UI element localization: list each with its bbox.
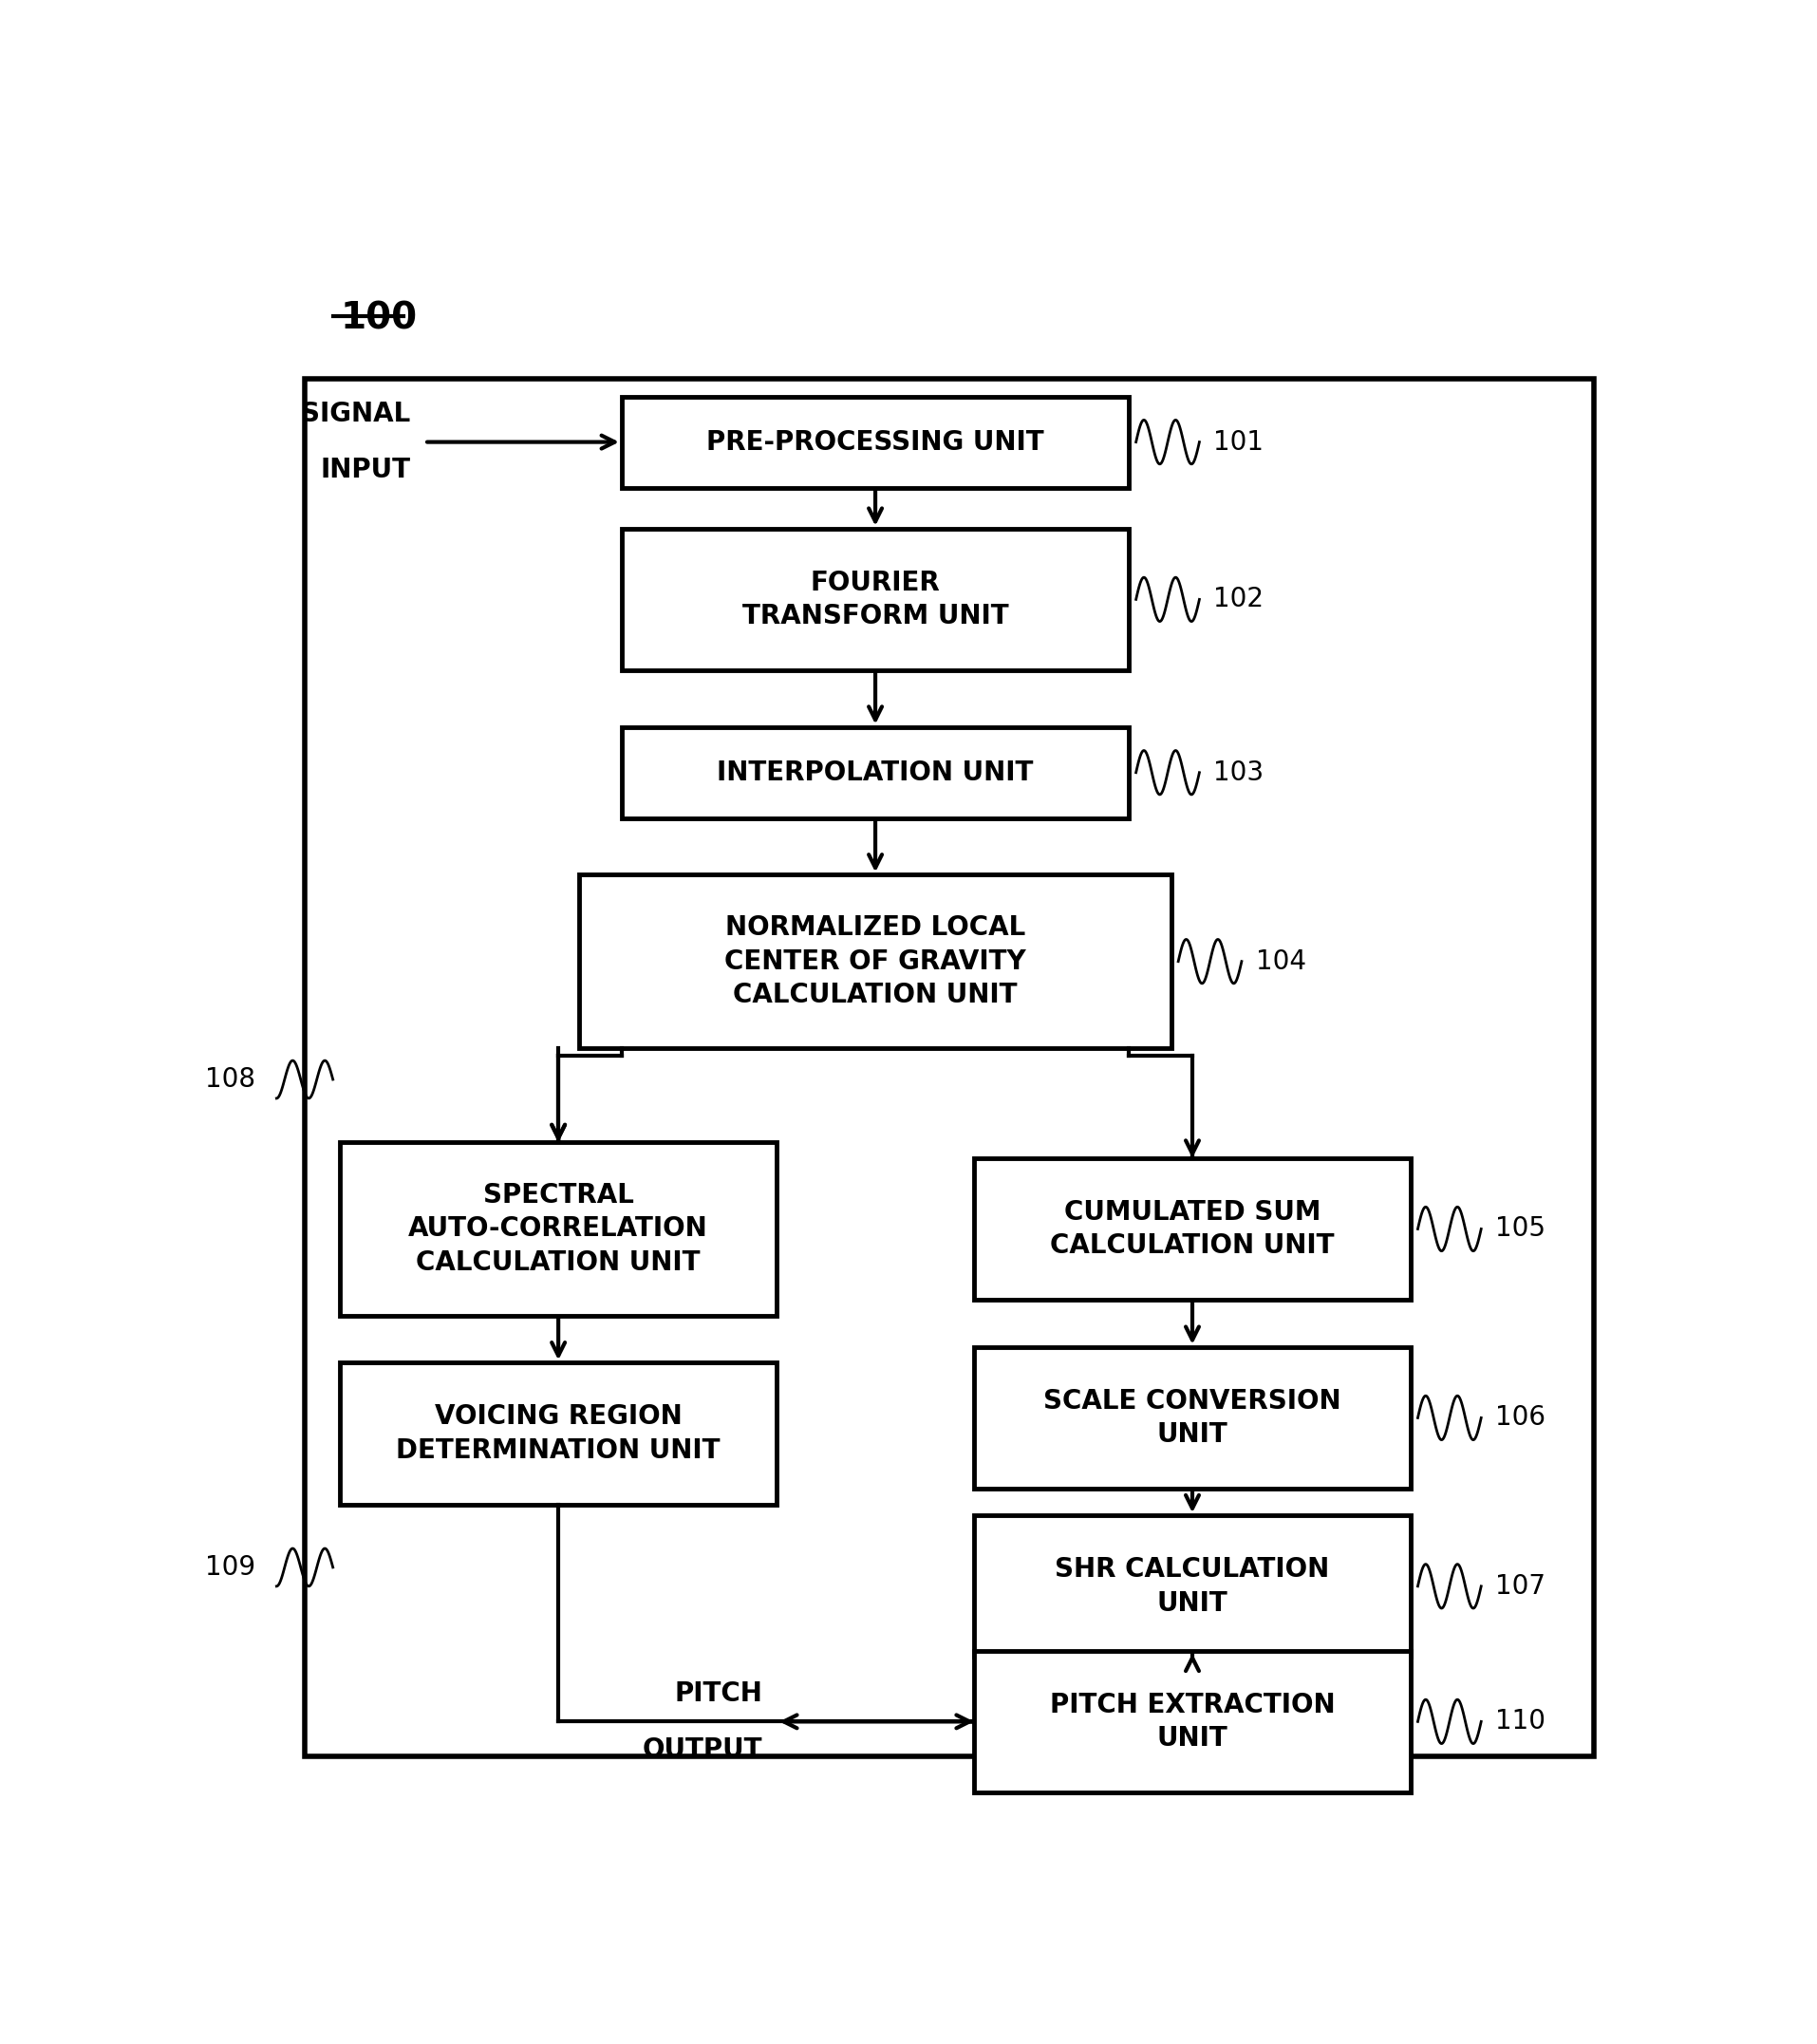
Bar xyxy=(974,1652,1410,1793)
Bar xyxy=(340,1363,776,1504)
Bar xyxy=(974,1515,1410,1658)
Text: INPUT: INPUT xyxy=(320,458,411,484)
Bar xyxy=(974,1347,1410,1488)
Text: CUMULATED SUM
CALCULATION UNIT: CUMULATED SUM CALCULATION UNIT xyxy=(1050,1198,1334,1259)
Text: 102: 102 xyxy=(1214,587,1263,613)
Text: 105: 105 xyxy=(1495,1216,1544,1243)
Text: NORMALIZED LOCAL
CENTER OF GRAVITY
CALCULATION UNIT: NORMALIZED LOCAL CENTER OF GRAVITY CALCU… xyxy=(725,914,1025,1008)
Text: FOURIER
TRANSFORM UNIT: FOURIER TRANSFORM UNIT xyxy=(741,568,1008,630)
Text: 101: 101 xyxy=(1214,429,1263,456)
Text: PRE-PROCESSING UNIT: PRE-PROCESSING UNIT xyxy=(707,429,1043,456)
Text: 103: 103 xyxy=(1214,758,1263,785)
Bar xyxy=(340,1143,776,1316)
Text: 100: 100 xyxy=(340,300,416,337)
Text: SPECTRAL
AUTO-CORRELATION
CALCULATION UNIT: SPECTRAL AUTO-CORRELATION CALCULATION UN… xyxy=(409,1181,709,1275)
Text: PITCH: PITCH xyxy=(674,1680,763,1707)
Bar xyxy=(580,875,1170,1049)
Text: 104: 104 xyxy=(1256,948,1305,975)
Text: 108: 108 xyxy=(205,1067,254,1094)
Text: VOICING REGION
DETERMINATION UNIT: VOICING REGION DETERMINATION UNIT xyxy=(396,1404,720,1464)
Bar xyxy=(974,1159,1410,1300)
Text: SCALE CONVERSION
UNIT: SCALE CONVERSION UNIT xyxy=(1043,1388,1341,1447)
Text: 110: 110 xyxy=(1495,1709,1544,1735)
Text: SIGNAL: SIGNAL xyxy=(302,401,411,427)
Text: 107: 107 xyxy=(1495,1574,1544,1600)
Text: 109: 109 xyxy=(205,1553,254,1580)
Text: OUTPUT: OUTPUT xyxy=(641,1737,763,1764)
Text: PITCH EXTRACTION
UNIT: PITCH EXTRACTION UNIT xyxy=(1048,1690,1334,1752)
Text: SHR CALCULATION
UNIT: SHR CALCULATION UNIT xyxy=(1054,1555,1328,1617)
Bar xyxy=(621,397,1128,489)
Bar xyxy=(621,529,1128,670)
Bar xyxy=(305,378,1594,1756)
Bar xyxy=(621,728,1128,818)
Text: 106: 106 xyxy=(1495,1404,1544,1431)
Text: INTERPOLATION UNIT: INTERPOLATION UNIT xyxy=(716,758,1034,785)
